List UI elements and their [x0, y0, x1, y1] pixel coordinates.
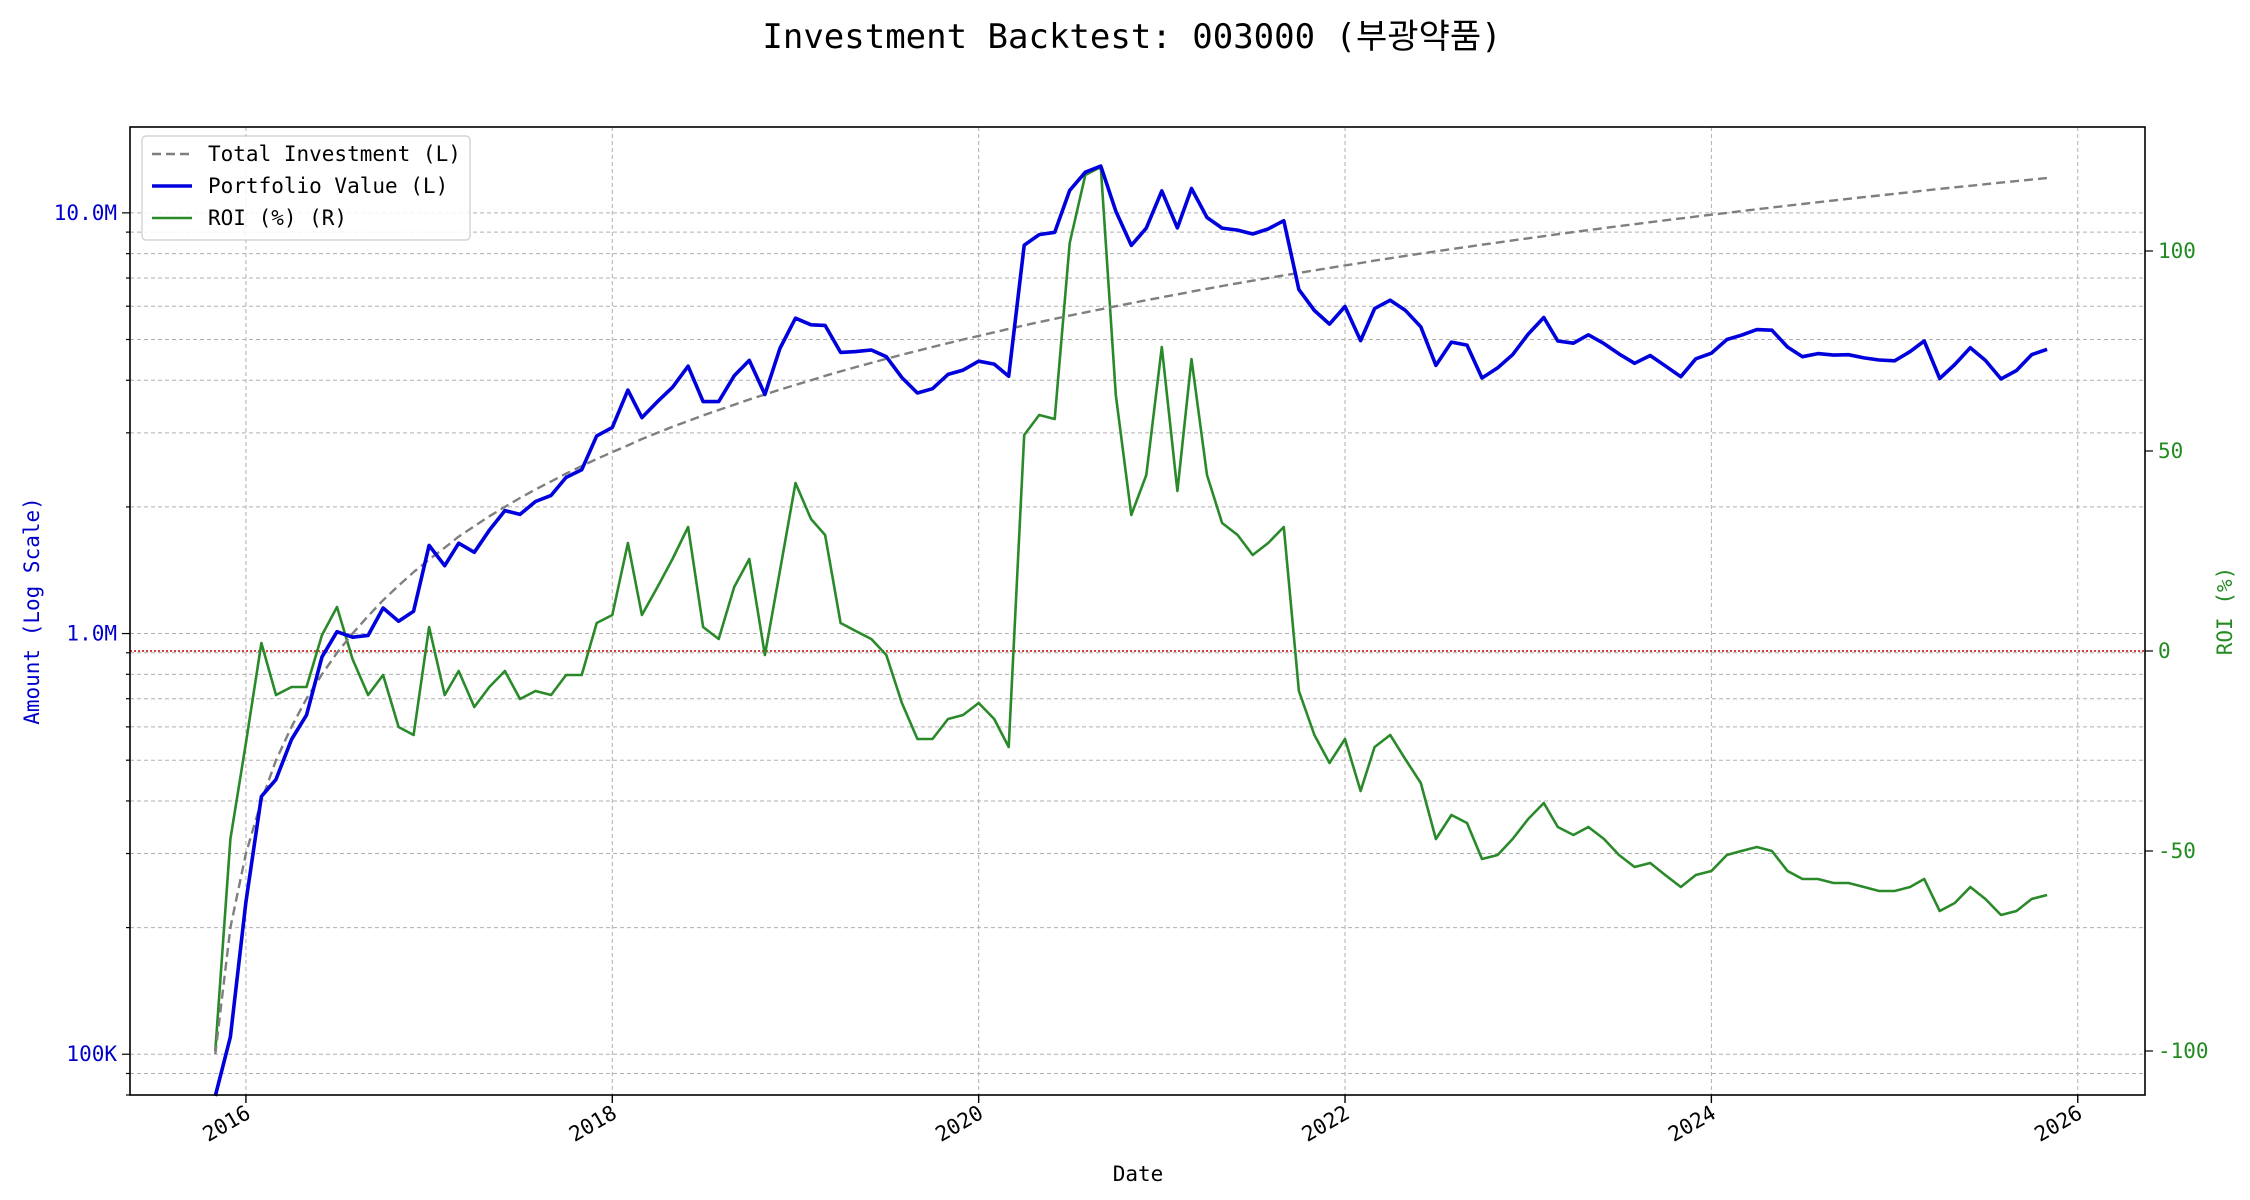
legend-label: Total Investment (L) [208, 142, 461, 166]
right-axis-ticks: -100 -50 0 50 100 [2145, 239, 2209, 1063]
plot-frame [129, 126, 2146, 1096]
series-line-roi-r [214, 165, 2048, 1052]
x-axis-ticks: 2016 2018 2020 2022 2024 2026 [199, 1095, 2086, 1147]
legend-label: ROI (%) (R) [208, 206, 347, 230]
left-tick-label: 10.0M [54, 201, 117, 225]
x-tick-label: 2026 [2030, 1101, 2086, 1147]
legend-label: Portfolio Value (L) [208, 174, 448, 198]
series-line-total-investment-l [214, 176, 2048, 1055]
x-tick-label: 2024 [1664, 1101, 1720, 1147]
left-axis-ticks: 100K 1.0M 10.0M [54, 201, 130, 1096]
x-tick-label: 2022 [1298, 1101, 1354, 1147]
series-layer [213, 164, 2048, 1097]
plot-area [130, 127, 2145, 1095]
left-tick-label: 1.0M [66, 622, 117, 646]
x-axis-label: Date [1113, 1162, 1164, 1186]
legend-box [141, 135, 471, 241]
chart-title: Investment Backtest: 003000 (부광약품) [762, 17, 1501, 57]
x-tick-label: 2018 [565, 1101, 621, 1147]
right-tick-label: -100 [2158, 1039, 2209, 1063]
left-tick-label: 100K [66, 1042, 117, 1066]
right-tick-label: 0 [2158, 639, 2171, 663]
right-tick-label: 100 [2158, 239, 2196, 263]
right-axis-label: ROI (%) [2213, 567, 2237, 656]
left-axis-label: Amount (Log Scale) [20, 497, 44, 725]
right-tick-label: -50 [2158, 839, 2196, 863]
chart-legend: Total Investment (L) Portfolio Value (L) R… [141, 135, 471, 241]
series-line-portfolio-value-l [213, 164, 2048, 1097]
x-tick-label: 2020 [931, 1101, 987, 1147]
right-tick-label: 50 [2158, 439, 2183, 463]
x-tick-label: 2016 [199, 1101, 255, 1147]
grid-lines [130, 127, 2145, 1096]
